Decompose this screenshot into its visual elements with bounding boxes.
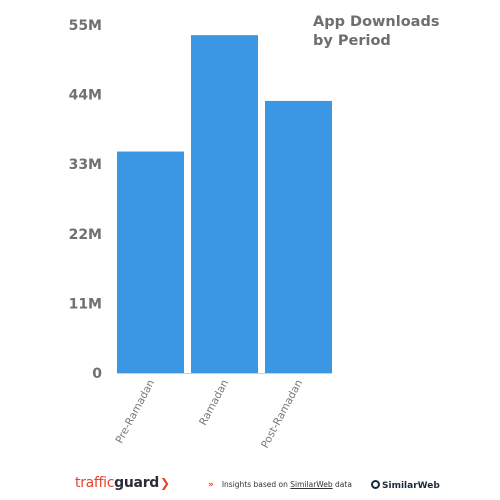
flame-icon: ❯ (160, 476, 170, 490)
logo-part-bold: guard (114, 475, 160, 491)
y-tick-label: 0 (92, 366, 102, 382)
bar (191, 35, 258, 374)
bar (265, 100, 332, 373)
insights-prefix: Insights based on (221, 480, 291, 489)
similarweb-logo: SimilarWeb (371, 480, 440, 491)
x-tick-label: Pre-Ramadan (113, 378, 157, 446)
x-axis-labels: Pre-Ramadan Ramadan Post-Ramadan (113, 378, 305, 450)
y-tick-label: 44M (69, 88, 102, 104)
insights-note: » Insights based on SimilarWeb data (208, 480, 352, 490)
insights-suffix: data (332, 480, 352, 489)
insights-brand: SimilarWeb (290, 480, 333, 489)
y-tick-label: 22M (69, 227, 102, 243)
bar (117, 151, 184, 373)
double-chevron-icon: » (208, 480, 214, 490)
chart-title: App Downloads by Period (313, 14, 445, 49)
y-tick-label: 55M (69, 18, 102, 34)
logo-part-light: traffic (75, 475, 115, 491)
similarweb-mark-icon (371, 480, 380, 489)
similarweb-logo-text: SimilarWeb (382, 481, 440, 491)
trafficguard-logo: trafficguard❯ (75, 475, 170, 491)
y-axis-ticks: 0 11M 22M 33M 44M 55M (69, 18, 103, 382)
chart-title-line-2: by Period (313, 33, 391, 49)
y-tick-label: 33M (69, 157, 102, 173)
chart-title-line-1: App Downloads (313, 14, 439, 30)
y-tick-label: 11M (69, 296, 102, 312)
x-tick-label: Post-Ramadan (259, 378, 305, 450)
x-tick-label: Ramadan (197, 378, 231, 428)
bars (117, 35, 332, 374)
